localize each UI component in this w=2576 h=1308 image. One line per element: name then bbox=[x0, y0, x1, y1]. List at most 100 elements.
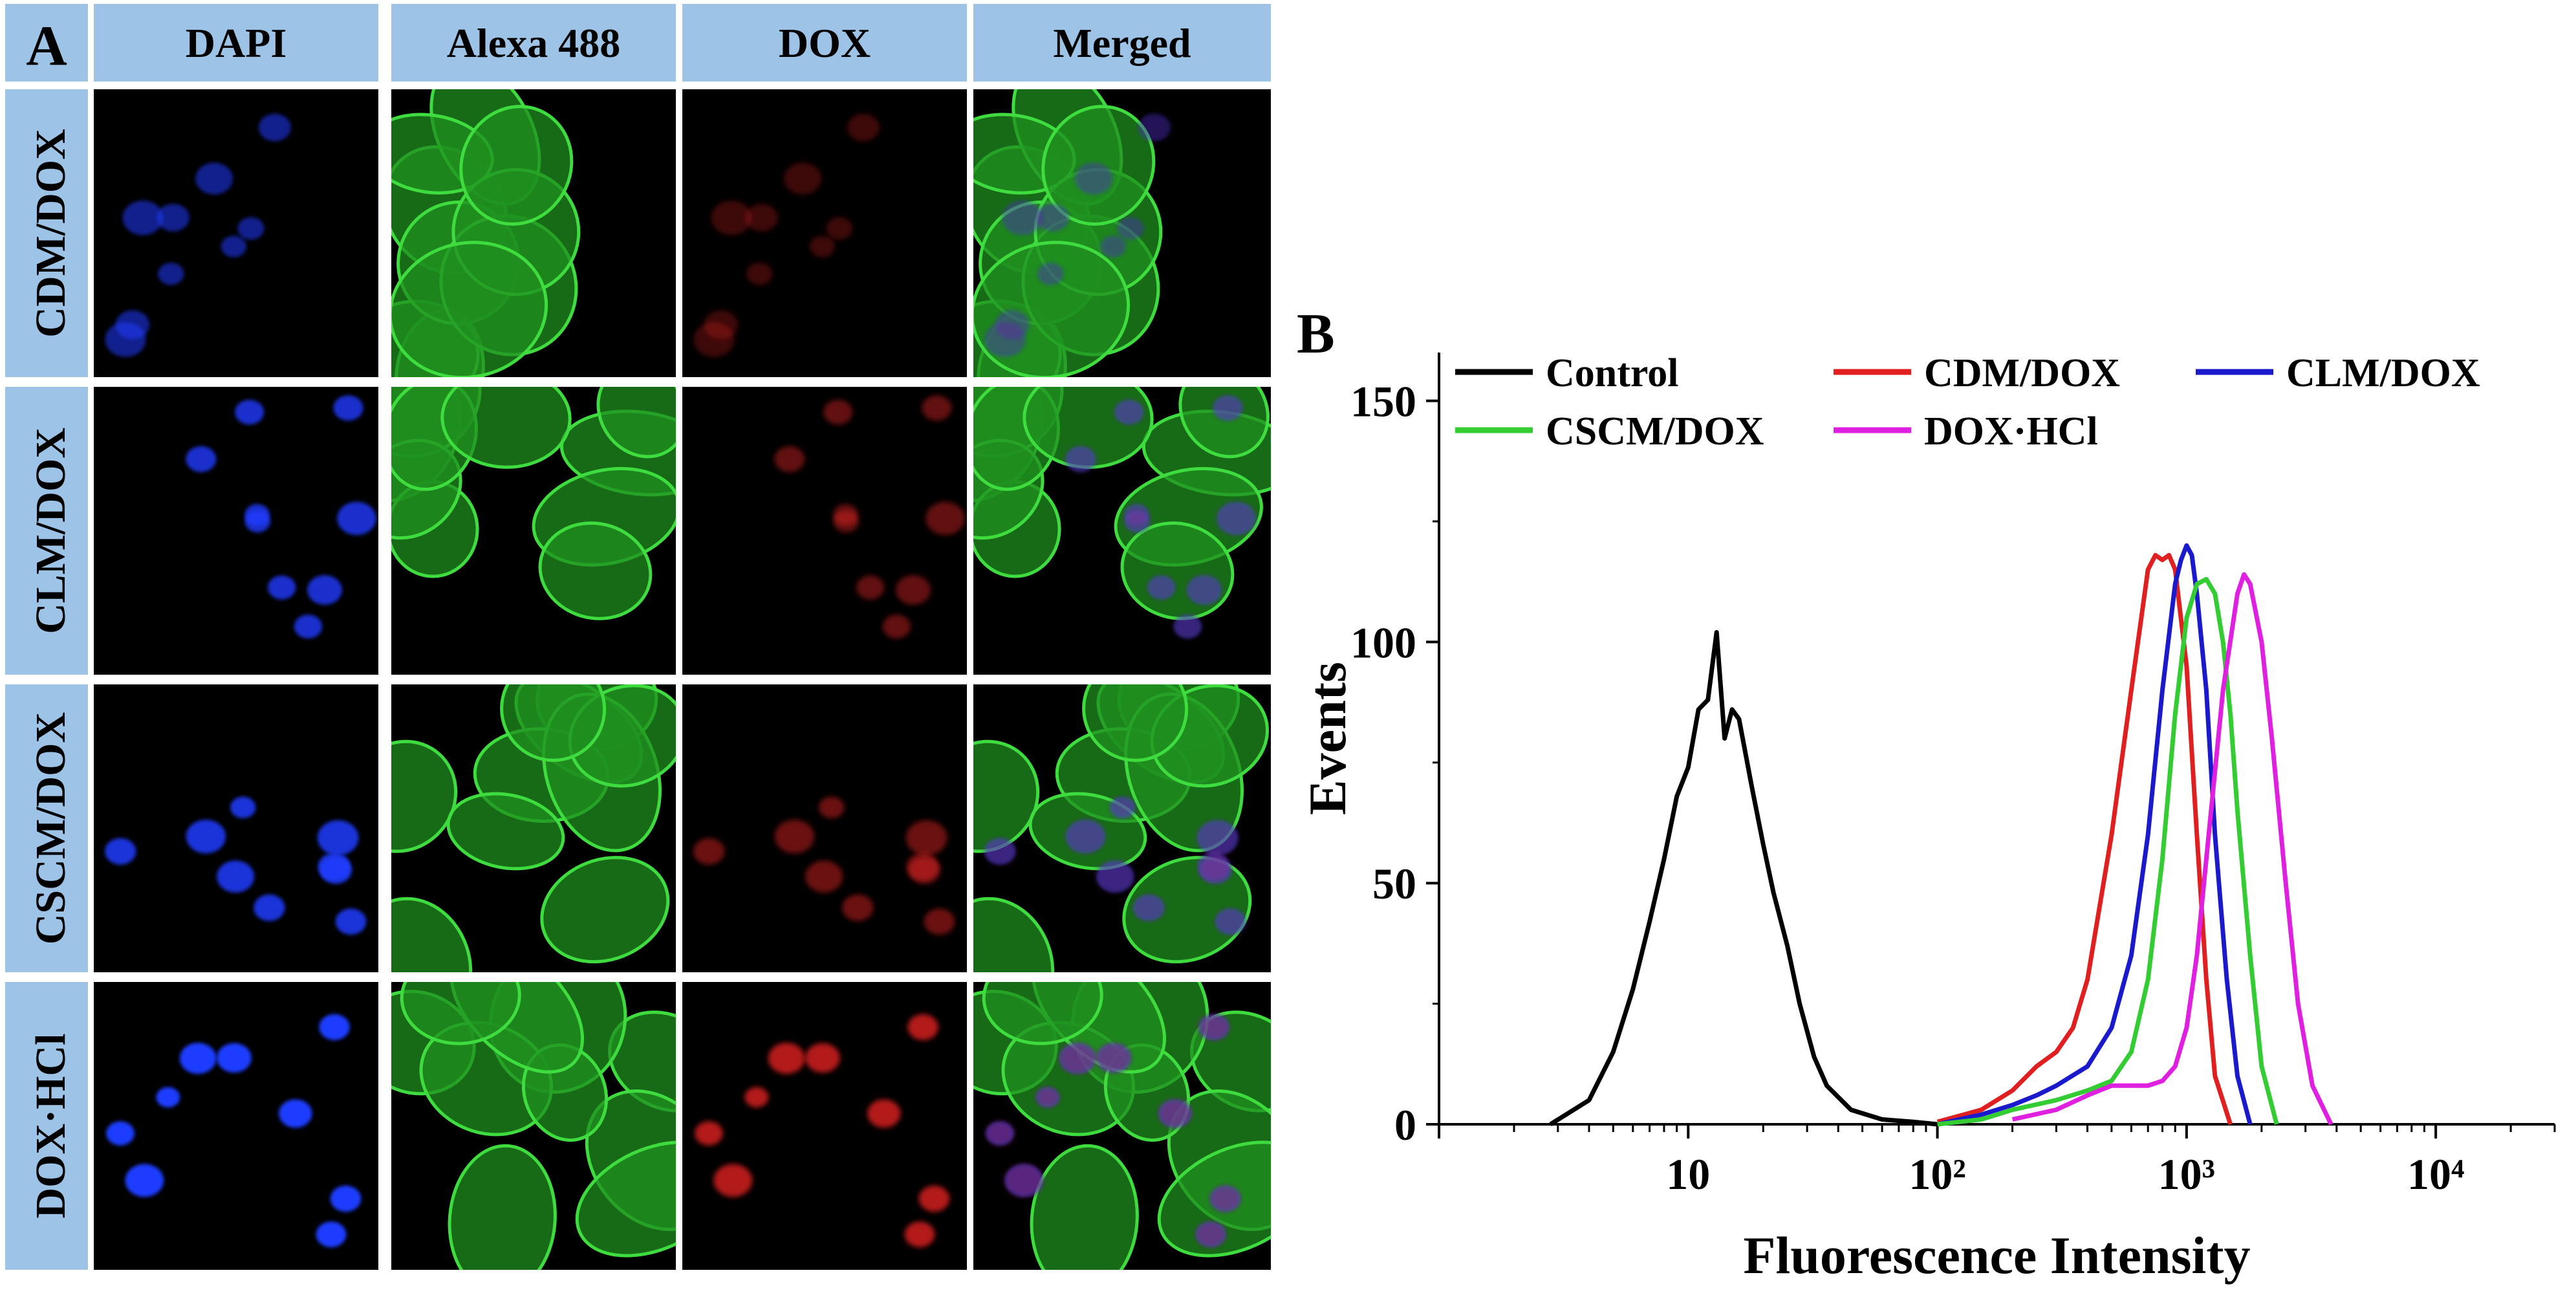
nucleus-dox bbox=[1196, 820, 1239, 856]
cell-actin-shape bbox=[391, 739, 458, 853]
cell-actin-shape bbox=[540, 856, 670, 964]
cell-actin-shape bbox=[448, 1144, 557, 1270]
nucleus-dapi bbox=[235, 400, 265, 425]
nucleus-dox bbox=[867, 1099, 901, 1128]
cell-actin-shape bbox=[973, 739, 1040, 853]
x-tick-label: 10 bbox=[1666, 1150, 1710, 1199]
nucleus-dox bbox=[922, 395, 952, 421]
cell-actin-shape bbox=[1082, 684, 1189, 762]
nucleus-dapi bbox=[106, 1121, 135, 1146]
nucleus-dox bbox=[823, 400, 853, 425]
image-cells bbox=[94, 89, 1271, 1270]
nucleus-dapi bbox=[157, 204, 189, 232]
row-header-cdm-dox-bg bbox=[5, 89, 88, 377]
nucleus-dox bbox=[745, 204, 778, 232]
chart-series bbox=[1549, 543, 2333, 1127]
series-line-cscm-dox bbox=[1937, 576, 2279, 1127]
nucleus-dapi bbox=[317, 820, 359, 856]
nucleus-dox bbox=[784, 162, 822, 195]
nucleus-dox bbox=[1065, 446, 1096, 472]
column-headers: DAPI Alexa 488 DOX Merged bbox=[94, 4, 1271, 82]
x-tick-label: 10³ bbox=[2158, 1150, 2215, 1199]
nucleus-dox bbox=[925, 501, 965, 536]
cell-actin-shape bbox=[500, 684, 607, 762]
nucleus-dapi bbox=[319, 1014, 350, 1040]
x-tick-label: 10⁴ bbox=[2407, 1150, 2464, 1199]
image-cdm-dox-dapi bbox=[94, 89, 378, 377]
cell-actin-shape bbox=[391, 241, 548, 377]
nucleus-dox bbox=[1065, 820, 1106, 854]
column-header-merged-bg bbox=[973, 4, 1271, 82]
nucleus-dapi bbox=[122, 201, 164, 235]
panel-a-corner-cell bbox=[5, 4, 88, 82]
nucleus-dapi bbox=[158, 263, 184, 285]
nucleus-dapi bbox=[217, 1043, 252, 1073]
nucleus-dapi bbox=[267, 575, 296, 600]
series-line-dox-hcl bbox=[2011, 572, 2333, 1126]
row-header-dox-hcl-bg bbox=[5, 982, 88, 1270]
nucleus-dox bbox=[924, 908, 955, 935]
legend-label-dox-hcl: DOX·HCl bbox=[1924, 409, 2098, 453]
nucleus-dox bbox=[746, 263, 773, 285]
nucleus-dox bbox=[1114, 400, 1144, 425]
nucleus-dox bbox=[918, 1185, 950, 1212]
nucleus-dox bbox=[1075, 162, 1113, 195]
nucleus-dapi bbox=[105, 838, 136, 865]
image-dox-hcl-alexa-488 bbox=[391, 982, 676, 1270]
nucleus-dox bbox=[809, 235, 835, 257]
y-tick-label: 150 bbox=[1350, 377, 1416, 426]
column-header-dox: DOX bbox=[779, 20, 871, 66]
nucleus-dox bbox=[856, 575, 885, 600]
flow-cytometry-chart: B 0 50 100 150 10 10² 10³ 10⁴ Control CDM/DOX CLM… bbox=[1297, 303, 2556, 1285]
nucleus-dapi bbox=[254, 894, 285, 921]
nucleus-dapi bbox=[279, 1099, 312, 1128]
cell-actin-shape bbox=[391, 897, 473, 972]
y-tick-label: 0 bbox=[1394, 1100, 1416, 1150]
image-background bbox=[682, 387, 967, 675]
nucleus-dox bbox=[1059, 1043, 1096, 1074]
nucleus-dapi bbox=[294, 615, 323, 639]
nucleus-dapi bbox=[337, 501, 376, 536]
nucleus-dox bbox=[768, 1043, 805, 1074]
legend-label-cscm-dox: CSCM/DOX bbox=[1546, 409, 1764, 453]
nucleus-dox bbox=[695, 1121, 723, 1146]
panel-a-letter: A bbox=[26, 15, 67, 78]
nucleus-dox bbox=[1147, 575, 1176, 600]
nucleus-dapi bbox=[307, 575, 342, 605]
image-clm-dox-alexa-488 bbox=[391, 387, 676, 675]
nucleus-dox bbox=[1138, 113, 1171, 142]
nucleus-dapi bbox=[156, 1087, 180, 1107]
nucleus-dox bbox=[907, 1014, 938, 1040]
nucleus-dapi bbox=[258, 113, 291, 142]
nucleus-dox bbox=[833, 510, 859, 533]
nucleus-dapi bbox=[195, 162, 233, 195]
row-header-clm-dox-bg bbox=[5, 387, 88, 675]
image-cdm-dox-dox bbox=[682, 89, 967, 377]
cell-actin-shape bbox=[596, 387, 676, 459]
y-tick-label: 50 bbox=[1372, 859, 1416, 908]
column-header-alexa-488-bg bbox=[391, 4, 676, 82]
legend-label-control: Control bbox=[1546, 351, 1679, 395]
row-header-dox-hcl: DOX·HCl bbox=[27, 1033, 74, 1218]
nucleus-dox bbox=[1110, 796, 1136, 818]
nucleus-dox bbox=[826, 217, 853, 240]
nucleus-dox bbox=[1096, 1043, 1131, 1073]
nucleus-dox bbox=[1035, 1087, 1060, 1107]
nucleus-dapi bbox=[244, 510, 270, 533]
nucleus-dox bbox=[1195, 1221, 1226, 1248]
nucleus-dox bbox=[847, 113, 880, 142]
nucleus-dox bbox=[1133, 894, 1165, 921]
nucleus-dox bbox=[1158, 1099, 1192, 1128]
nucleus-dox bbox=[805, 860, 843, 893]
cell-actin-shape bbox=[973, 897, 1055, 972]
nucleus-dox bbox=[986, 1121, 1014, 1146]
panel-b-flow-cytometry: B 0 50 100 150 10 10² 10³ 10⁴ Control CDM/DOX CLM… bbox=[1284, 0, 2576, 1305]
image-dox-hcl-dox bbox=[682, 982, 967, 1270]
nucleus-dapi bbox=[105, 322, 146, 357]
nucleus-dox bbox=[1117, 217, 1144, 240]
cell-actin-shape bbox=[459, 105, 574, 226]
image-cdm-dox-alexa-488 bbox=[391, 89, 676, 377]
nucleus-dox bbox=[984, 322, 1026, 357]
nucleus-dox bbox=[711, 201, 752, 235]
panel-b-letter: B bbox=[1297, 303, 1335, 365]
